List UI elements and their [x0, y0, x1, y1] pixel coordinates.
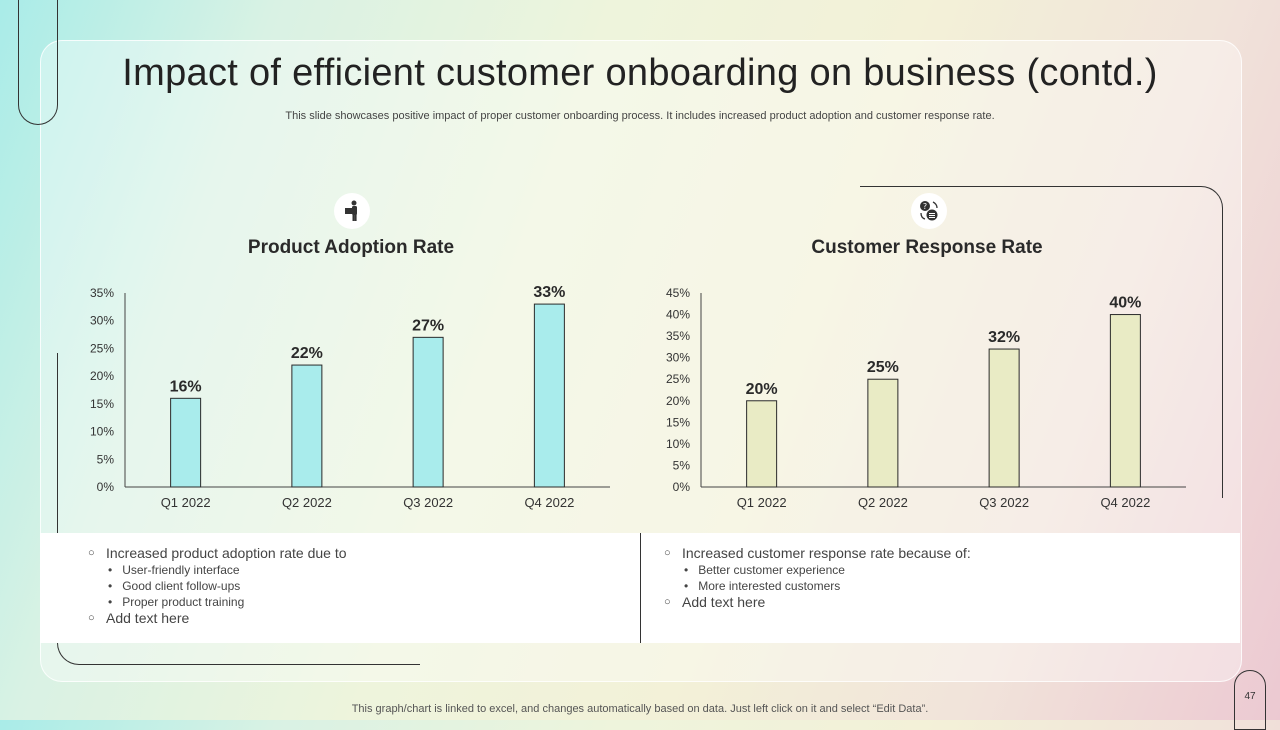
page-subtitle: This slide showcases positive impact of …: [285, 110, 995, 122]
y-tick-label: 25%: [666, 372, 690, 386]
bar-q4-2022: [1109, 314, 1141, 488]
decor-top-left-frame: [18, 0, 58, 125]
y-tick-label: 30%: [666, 351, 690, 365]
page-title: Impact of efficient customer onboarding …: [122, 52, 1158, 94]
y-tick-label: 0%: [673, 480, 691, 494]
chat-question-icon: ?: [911, 193, 947, 229]
y-tick-label: 5%: [673, 458, 691, 472]
y-tick-label: 40%: [666, 308, 690, 322]
note-extra: Add text here: [682, 594, 766, 610]
y-tick-label: 45%: [666, 286, 690, 300]
decor-left-line: [57, 353, 420, 665]
y-tick-label: 25%: [90, 341, 114, 355]
circle-bullet-icon: ○: [664, 596, 671, 608]
bullet-icon: •: [108, 595, 113, 609]
decor-right-line: [860, 186, 1223, 498]
y-tick-label: 15%: [666, 415, 690, 429]
y-tick-label: 15%: [90, 397, 114, 411]
data-label: 20%: [746, 381, 778, 398]
circle-bullet-icon: ○: [88, 547, 95, 559]
y-tick-label: 0%: [97, 480, 115, 494]
note-sub: Proper product training: [122, 595, 245, 609]
bullet-icon: •: [684, 563, 689, 577]
x-tick-label: Q3 2022: [979, 495, 1029, 510]
note-sub: Better customer experience: [698, 563, 845, 577]
notes-divider: [640, 533, 641, 643]
chart-title-customer-response: Customer Response Rate: [811, 237, 1043, 258]
x-tick-label: Q2 2022: [858, 495, 908, 510]
y-tick-label: 35%: [90, 286, 114, 300]
notes-right: ○ Increased customer response rate becaus…: [664, 545, 971, 611]
notes-left: ○ Increased product adoption rate due to …: [88, 545, 347, 627]
y-tick-label: 20%: [666, 394, 690, 408]
note-sub: Good client follow-ups: [122, 579, 241, 593]
bullet-icon: •: [108, 563, 113, 577]
note-main: Increased product adoption rate due to: [106, 545, 347, 561]
data-label: 25%: [867, 359, 899, 376]
x-tick-label: Q1 2022: [161, 495, 211, 510]
bullet-icon: •: [108, 579, 113, 593]
data-label: 33%: [533, 284, 565, 301]
circle-bullet-icon: ○: [88, 612, 95, 624]
chart-title-product-adoption: Product Adoption Rate: [247, 237, 455, 258]
svg-text:?: ?: [923, 202, 927, 211]
note-main: Increased customer response rate because…: [682, 545, 971, 561]
bar-q3-2022: [988, 348, 1020, 488]
data-label: 16%: [170, 378, 202, 395]
page-number: 47: [1234, 670, 1266, 730]
data-label: 22%: [291, 345, 323, 362]
data-label: 40%: [1109, 295, 1141, 312]
footer-note: This graph/chart is linked to excel, and…: [351, 703, 929, 715]
circle-bullet-icon: ○: [664, 547, 671, 559]
bar-q2-2022: [291, 364, 323, 488]
bar-q2-2022: [867, 378, 899, 488]
y-tick-label: 30%: [90, 314, 114, 328]
note-sub: User-friendly interface: [122, 563, 240, 577]
y-tick-label: 10%: [90, 425, 114, 439]
y-tick-label: 5%: [97, 452, 115, 466]
bar-q4-2022: [533, 303, 565, 488]
y-tick-label: 10%: [666, 437, 690, 451]
data-label: 27%: [412, 317, 444, 334]
y-tick-label: 20%: [90, 369, 114, 383]
x-tick-label: Q1 2022: [737, 495, 787, 510]
note-extra: Add text here: [106, 610, 190, 626]
note-sub: More interested customers: [698, 579, 841, 593]
x-tick-label: Q2 2022: [282, 495, 332, 510]
bullet-icon: •: [684, 579, 689, 593]
y-tick-label: 35%: [666, 329, 690, 343]
bar-q1-2022: [170, 397, 202, 488]
x-tick-label: Q4 2022: [1100, 495, 1150, 510]
data-label: 32%: [988, 329, 1020, 346]
bar-q1-2022: [746, 400, 778, 488]
bar-q3-2022: [412, 336, 444, 488]
x-tick-label: Q4 2022: [524, 495, 574, 510]
x-tick-label: Q3 2022: [403, 495, 453, 510]
person-with-box-icon: [334, 193, 370, 229]
